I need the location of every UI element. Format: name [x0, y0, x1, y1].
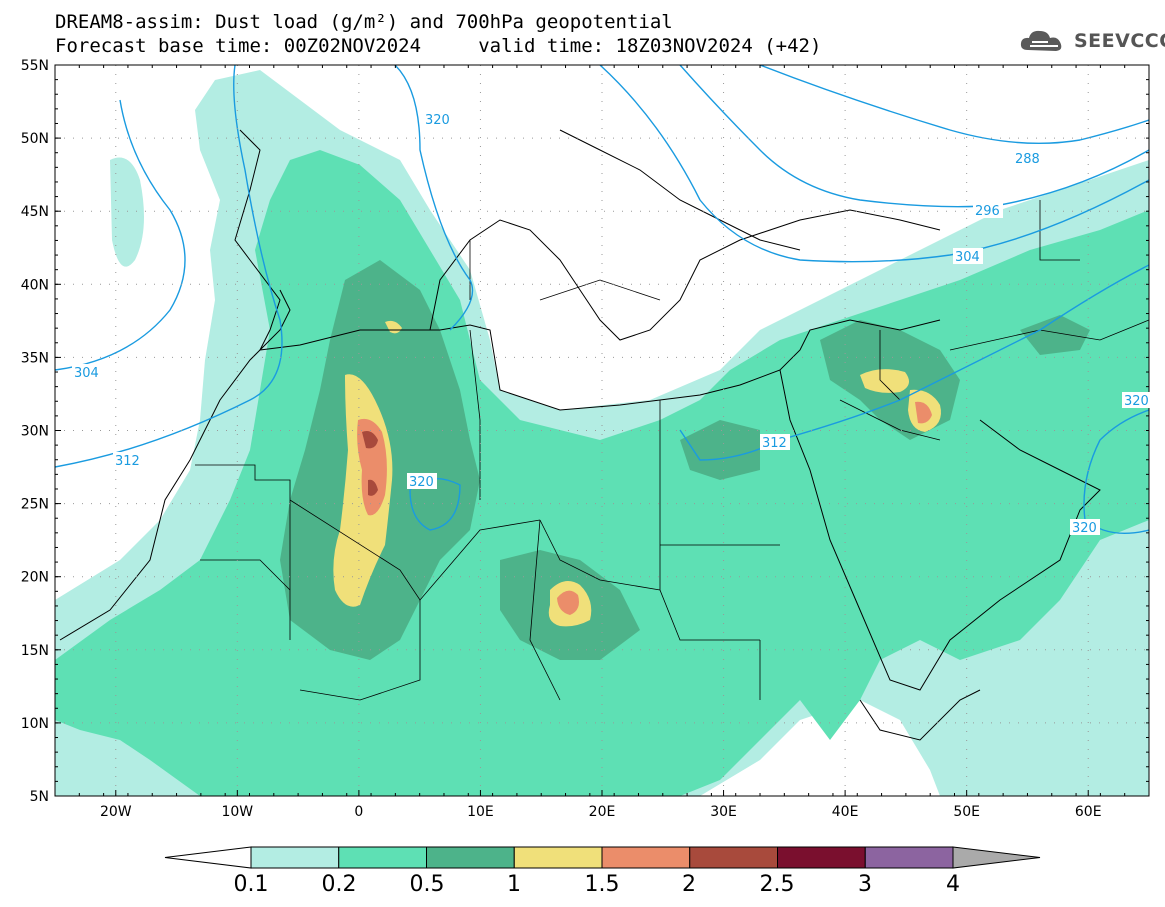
longitude-label: 10W — [221, 804, 253, 820]
longitude-label: 10E — [467, 804, 494, 820]
colorbar-segment — [864, 846, 954, 869]
colorbar-label: 2.5 — [759, 872, 795, 897]
colorbar-label: 0.5 — [409, 872, 445, 897]
latitude-label: 35N — [21, 350, 49, 366]
longitude-label: 0 — [354, 804, 363, 820]
latitude-label: 5N — [30, 789, 49, 805]
contour-labels: 320 288 296 304 304 312 320 312 320 320 — [72, 111, 1152, 536]
contour-label: 304 — [955, 250, 980, 265]
colorbar-label: 1.5 — [584, 872, 620, 897]
colorbar-label: 4 — [946, 872, 960, 897]
dust-level-2 — [368, 479, 378, 496]
latitude-label: 10N — [21, 716, 49, 732]
colorbar-segment — [426, 846, 515, 869]
axis-ticks — [54, 64, 1150, 797]
colorbar-segment — [601, 846, 691, 869]
coastlines-and-borders — [59, 129, 1101, 741]
longitude-label: 40E — [832, 804, 859, 820]
contour-label: 304 — [74, 366, 99, 381]
latitude-label: 45N — [21, 204, 49, 220]
latitude-label: 15N — [21, 643, 49, 659]
latitude-label: 40N — [21, 277, 49, 293]
colorbar-under-arrow — [164, 846, 252, 869]
cloud-logo-icon — [1020, 30, 1062, 51]
longitude-label: 50E — [953, 804, 980, 820]
longitude-label: 60E — [1075, 804, 1102, 820]
colorbar-label: 3 — [858, 872, 872, 897]
contour-label: 288 — [1015, 152, 1040, 167]
seevccc-logo: SEEVCCC — [1018, 26, 1165, 56]
colorbar-label: 1 — [507, 872, 521, 897]
longitude-label: 30E — [710, 804, 737, 820]
longitude-labels: 20W 10W 0 10E 20E 30E 40E 50E 60E — [100, 804, 1102, 820]
logo-text: SEEVCCC — [1074, 30, 1165, 52]
contour-label: 296 — [975, 204, 1000, 219]
colorbar-label: 0.2 — [321, 872, 357, 897]
contour-label: 320 — [425, 113, 450, 128]
colorbar-over-arrow — [952, 846, 1041, 869]
dust-level-1-5 — [915, 401, 932, 424]
latitude-label: 20N — [21, 570, 49, 586]
contour-label: 312 — [115, 454, 140, 469]
dust-level-0-5 — [680, 420, 760, 480]
colorbar — [164, 846, 1041, 869]
latitude-label: 25N — [21, 497, 49, 513]
contour-label: 320 — [1124, 394, 1149, 409]
latitude-labels: 55N 50N 45N 40N 35N 30N 25N 20N 15N 10N 5N — [21, 58, 49, 805]
map-title: DREAM8-assim: Dust load (g/m²) and 700hP… — [55, 11, 673, 33]
geopotential-contours — [55, 65, 1149, 535]
colorbar-label: 2 — [682, 872, 696, 897]
dust-field — [55, 70, 1149, 796]
political-borders — [195, 200, 1149, 701]
colorbar-segment — [777, 846, 866, 869]
colorbar-segment — [338, 846, 427, 869]
dust-level-1 — [860, 369, 909, 393]
latitude-label: 30N — [21, 424, 49, 440]
contour-label: 320 — [1072, 521, 1097, 536]
colorbar-segment — [513, 846, 603, 869]
dust-level-2 — [362, 431, 378, 449]
contour-label: 312 — [762, 436, 787, 451]
dust-level-1-5 — [557, 590, 579, 615]
longitude-label: 20E — [589, 804, 616, 820]
longitude-label: 20W — [100, 804, 132, 820]
colorbar-segment — [250, 846, 340, 869]
latitude-label: 55N — [21, 58, 49, 74]
latitude-label: 50N — [21, 131, 49, 147]
dust-level-1-5 — [357, 418, 387, 516]
colorbar-segment — [689, 846, 778, 869]
colorbar-label: 0.1 — [233, 872, 269, 897]
contour-label: 320 — [409, 475, 434, 490]
dust-level-0-5 — [1020, 315, 1090, 355]
map-subtitle: Forecast base time: 00Z02NOV2024 valid t… — [55, 35, 822, 57]
dust-level-0-1 — [110, 157, 144, 267]
